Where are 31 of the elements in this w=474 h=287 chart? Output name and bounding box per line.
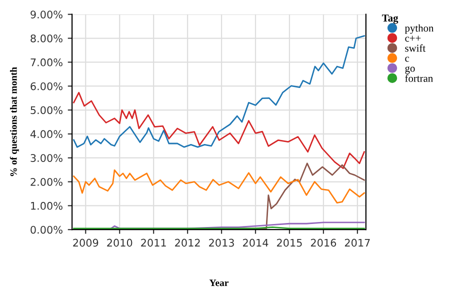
line-series (73, 35, 365, 148)
x-tick-label: 2015 (276, 238, 302, 247)
x-tick-label: 2011 (141, 238, 166, 247)
legend-label: python (404, 24, 434, 34)
y-tick-label: 3.00% (30, 154, 62, 162)
y-tick-label: 0.00% (30, 226, 62, 234)
y-tick-label: 1.00% (31, 202, 62, 210)
x-tick-label: 2014 (243, 238, 268, 247)
legend-label: fortran (405, 74, 433, 82)
x-axis-title: Year (209, 280, 228, 286)
line-series (73, 169, 365, 204)
legend-label: go (405, 66, 415, 74)
y-tick-label: 4.00% (30, 130, 62, 138)
x-tick-label: 2013 (209, 238, 234, 247)
legend-label: c++ (405, 36, 421, 42)
y-tick-label: 5.00% (30, 106, 62, 114)
y-axis-title: % of questions that month (10, 67, 19, 176)
line-series (73, 92, 365, 170)
y-tick-label: 2.00% (30, 178, 62, 186)
y-tick-label: 8.00% (30, 34, 62, 42)
legend-title: Tag (382, 14, 398, 24)
x-tick-label: 2012 (175, 238, 200, 247)
legend-label: swift (405, 44, 426, 52)
y-tick-label: 6.00% (30, 82, 62, 90)
y-tick-label: 9.00% (30, 10, 62, 18)
legend-label: c (405, 56, 410, 62)
x-tick-label: 2009 (73, 238, 98, 247)
x-tick-label: 2016 (310, 238, 336, 247)
y-tick-label: 7.00% (30, 58, 62, 66)
x-tick-label: 2017 (344, 238, 370, 247)
x-tick-label: 2010 (107, 238, 132, 247)
